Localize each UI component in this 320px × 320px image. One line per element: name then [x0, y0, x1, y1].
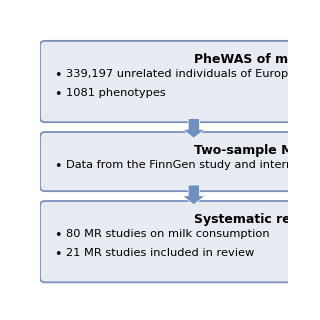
Text: 1081 phenotypes: 1081 phenotypes: [66, 88, 166, 98]
Text: •: •: [54, 160, 61, 173]
Polygon shape: [183, 118, 205, 138]
Text: •: •: [54, 88, 61, 101]
Text: 339,197 unrelated individuals of European ancestry: 339,197 unrelated individuals of Europea…: [66, 69, 320, 79]
Text: Two-sample MR analysis: Two-sample MR analysis: [194, 144, 320, 157]
Text: PheWAS of milk consumption in UK Biobank: PheWAS of milk consumption in UK Biobank: [194, 53, 320, 66]
FancyBboxPatch shape: [40, 201, 320, 282]
Text: •: •: [54, 248, 61, 261]
Text: •: •: [54, 69, 61, 82]
Text: 80 MR studies on milk consumption: 80 MR studies on milk consumption: [66, 229, 270, 239]
FancyBboxPatch shape: [40, 41, 320, 122]
Polygon shape: [183, 185, 205, 205]
Text: Systematic review of MR studies: Systematic review of MR studies: [194, 213, 320, 226]
FancyBboxPatch shape: [40, 132, 320, 191]
Text: •: •: [54, 229, 61, 242]
Text: Data from the FinnGen study and international consortia: Data from the FinnGen study and internat…: [66, 160, 320, 170]
Text: 21 MR studies included in review: 21 MR studies included in review: [66, 248, 254, 258]
